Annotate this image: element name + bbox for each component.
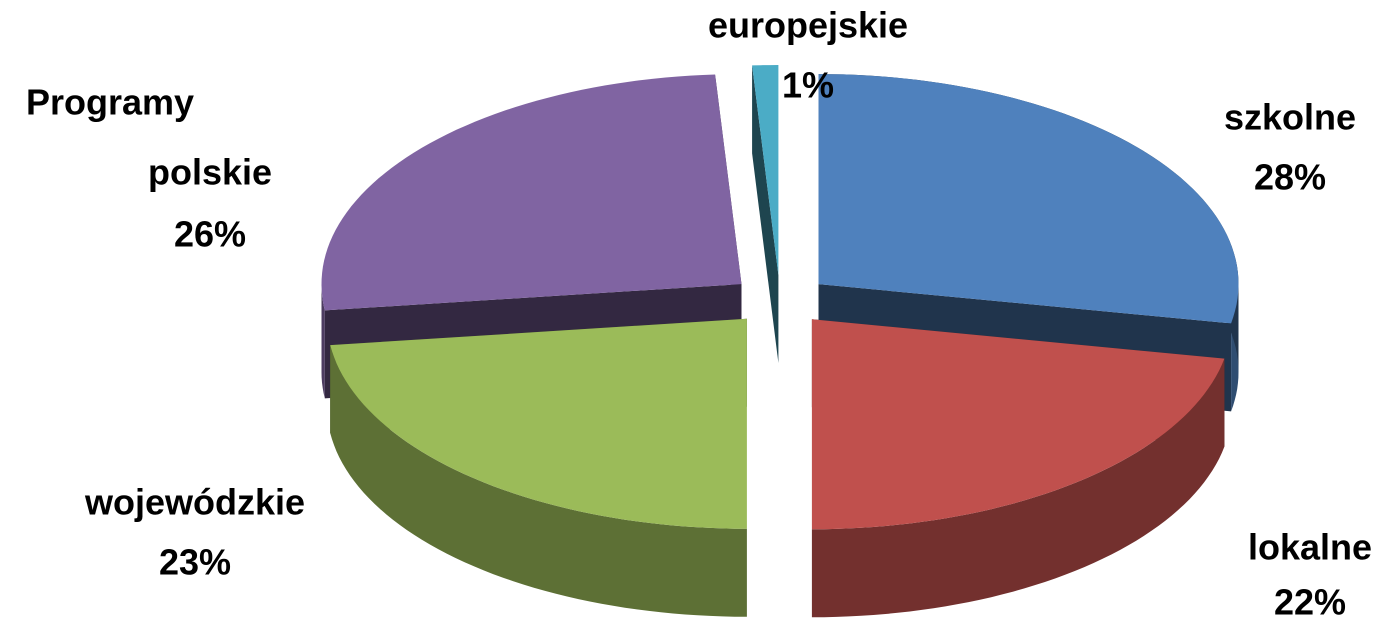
slice-value-label: 28%	[1254, 157, 1326, 198]
slice	[321, 74, 742, 311]
slice-value-label: 26%	[174, 214, 246, 255]
slice-value-label: 1%	[782, 65, 834, 106]
slice-side	[321, 284, 325, 399]
slice	[811, 319, 1225, 530]
slice-label: polskie	[148, 152, 272, 193]
slice-label: wojewódzkie	[84, 482, 305, 523]
chart-title: Programy	[26, 82, 194, 123]
slice-side	[330, 345, 747, 617]
slice	[818, 74, 1239, 324]
slice-label: europejskie	[708, 5, 908, 46]
slice	[330, 318, 747, 529]
slice-value-label: 23%	[159, 542, 231, 583]
slice-wall	[752, 65, 779, 364]
slice-side	[811, 358, 1225, 618]
slice-label: szkolne	[1224, 97, 1356, 138]
slice-label: lokalne	[1248, 527, 1372, 568]
slice-value-label: 22%	[1274, 582, 1346, 623]
slice	[752, 65, 779, 275]
